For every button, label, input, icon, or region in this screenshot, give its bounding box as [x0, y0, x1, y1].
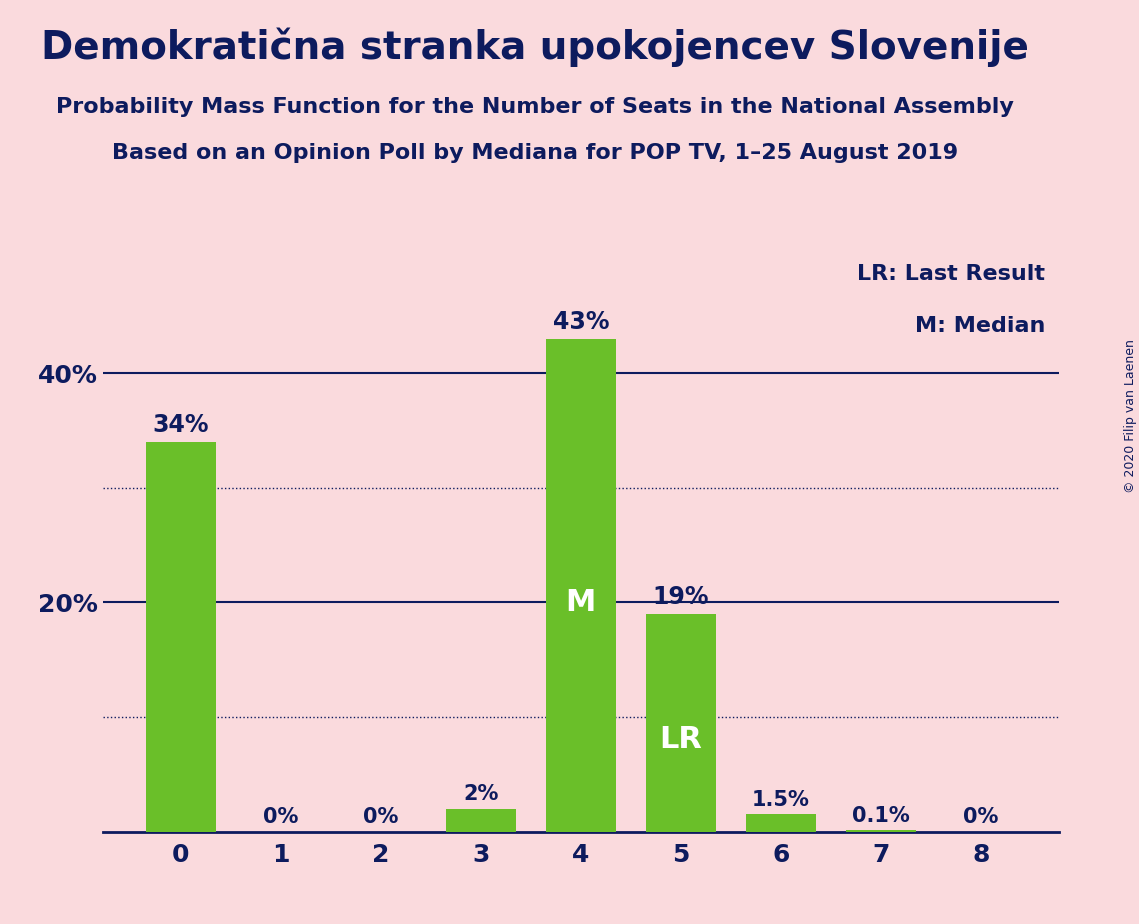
Text: 43%: 43%	[552, 310, 609, 334]
Text: 19%: 19%	[653, 585, 710, 609]
Text: Based on an Opinion Poll by Mediana for POP TV, 1–25 August 2019: Based on an Opinion Poll by Mediana for …	[113, 143, 958, 164]
Text: M: Median: M: Median	[915, 316, 1044, 336]
Bar	[446, 808, 516, 832]
Text: 0%: 0%	[964, 807, 999, 827]
Text: M: M	[566, 588, 596, 617]
Text: 1.5%: 1.5%	[752, 790, 810, 809]
Bar	[746, 814, 816, 832]
Text: 2%: 2%	[464, 784, 499, 804]
Text: 0.1%: 0.1%	[852, 806, 910, 826]
Bar	[546, 339, 616, 832]
Text: © 2020 Filip van Laenen: © 2020 Filip van Laenen	[1124, 339, 1137, 492]
Text: LR: LR	[659, 725, 703, 754]
Text: LR: Last Result: LR: Last Result	[857, 264, 1044, 285]
Bar	[146, 442, 216, 832]
Text: Demokratična stranka upokojencev Slovenije: Demokratična stranka upokojencev Sloveni…	[41, 28, 1030, 67]
Bar	[846, 831, 916, 832]
Text: 34%: 34%	[153, 413, 210, 437]
Text: Probability Mass Function for the Number of Seats in the National Assembly: Probability Mass Function for the Number…	[57, 97, 1014, 117]
Text: 0%: 0%	[263, 807, 298, 827]
Text: 0%: 0%	[363, 807, 399, 827]
Bar	[646, 614, 715, 832]
